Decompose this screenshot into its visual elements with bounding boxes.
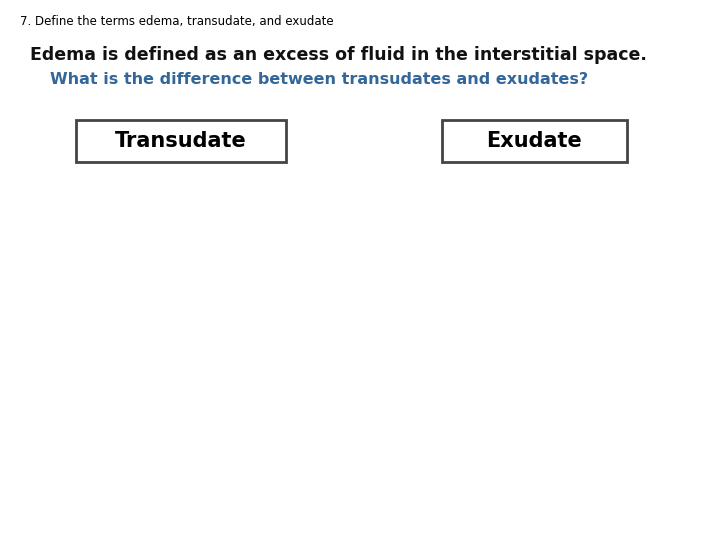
- Text: It implies significant
alteration in the normal
permeability of small blood
 ves: It implies significant alteration in the…: [365, 347, 592, 420]
- FancyBboxPatch shape: [442, 120, 627, 162]
- Text: Edema is defined as an excess of fluid in the interstitial space.: Edema is defined as an excess of fluid i…: [30, 46, 647, 64]
- Text: What is the difference between transudates and exudates?: What is the difference between transudat…: [50, 72, 588, 87]
- Text: Exudate: Exudate: [487, 131, 582, 151]
- Text: Transudate: Transudate: [114, 131, 246, 151]
- Text: An inflammatory
extravascular fluid that has
a high protein
concentration, cellu: An inflammatory extravascular fluid that…: [365, 174, 606, 285]
- FancyBboxPatch shape: [76, 120, 286, 162]
- Text: 7. Define the terms edema, transudate, and exudate: 7. Define the terms edema, transudate, a…: [19, 16, 333, 29]
- Text: of injury: of injury: [570, 510, 635, 525]
- Text: is an extravascular fluid
with low protein content and
a specific gravity of les: is an extravascular fluid with low prote…: [16, 174, 256, 420]
